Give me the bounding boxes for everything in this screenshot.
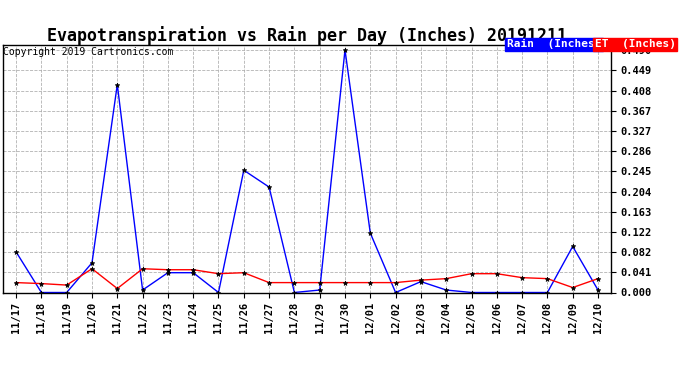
- Text: Rain  (Inches): Rain (Inches): [507, 39, 602, 50]
- Title: Evapotranspiration vs Rain per Day (Inches) 20191211: Evapotranspiration vs Rain per Day (Inch…: [47, 26, 567, 45]
- Text: Copyright 2019 Cartronics.com: Copyright 2019 Cartronics.com: [3, 47, 174, 57]
- Text: ET  (Inches): ET (Inches): [595, 39, 676, 50]
